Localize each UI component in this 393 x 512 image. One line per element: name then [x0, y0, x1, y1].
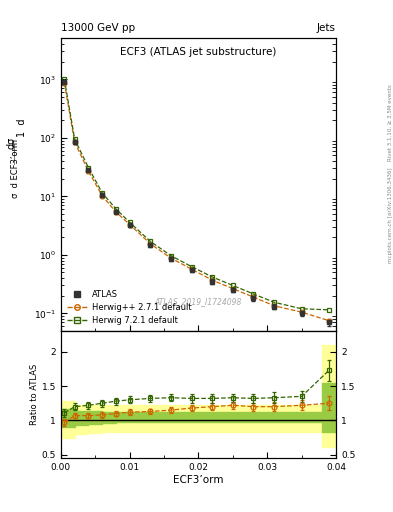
Text: ―――: ―――: [13, 143, 19, 164]
Text: 13000 GeV pp: 13000 GeV pp: [61, 23, 135, 33]
Text: mcplots.cern.ch [arXiv:1306.3436]: mcplots.cern.ch [arXiv:1306.3436]: [388, 167, 393, 263]
Text: Jets: Jets: [317, 23, 336, 33]
Text: ECF3 (ATLAS jet substructure): ECF3 (ATLAS jet substructure): [120, 47, 277, 57]
Text: dσ: dσ: [7, 137, 17, 150]
Text: 1  d: 1 d: [17, 119, 27, 137]
X-axis label: ECF3’orm: ECF3’orm: [173, 475, 224, 485]
Y-axis label: Ratio to ATLAS: Ratio to ATLAS: [30, 364, 39, 425]
Legend: ATLAS, Herwig++ 2.7.1 default, Herwig 7.2.1 default: ATLAS, Herwig++ 2.7.1 default, Herwig 7.…: [63, 287, 195, 329]
Text: σ  d ECF3’orm: σ d ECF3’orm: [11, 139, 20, 199]
Text: Rivet 3.1.10, ≥ 3.5M events: Rivet 3.1.10, ≥ 3.5M events: [388, 84, 393, 161]
Text: ATLAS_2019_I1724098: ATLAS_2019_I1724098: [155, 297, 242, 306]
